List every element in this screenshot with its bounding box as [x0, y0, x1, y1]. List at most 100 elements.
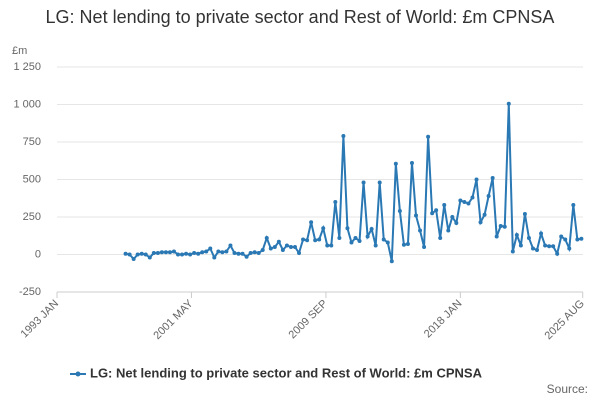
data-point	[216, 249, 221, 254]
data-point	[297, 251, 302, 255]
data-point	[325, 243, 330, 248]
data-point	[353, 236, 358, 240]
data-point	[478, 220, 483, 225]
data-point	[244, 254, 249, 259]
data-point	[543, 243, 548, 248]
data-point	[305, 238, 310, 243]
data-point	[526, 236, 531, 240]
y-tick-label: -250	[19, 286, 41, 298]
data-point	[256, 251, 261, 255]
data-point	[127, 252, 132, 257]
y-tick-label: 1 250	[13, 61, 41, 73]
x-tick-label: 2009 SEP	[287, 298, 331, 342]
data-point	[212, 255, 217, 260]
data-point	[171, 249, 176, 254]
data-point	[430, 211, 435, 216]
data-point	[317, 237, 322, 242]
data-point	[276, 239, 281, 244]
data-point	[272, 245, 277, 249]
x-tick-label: 2025 AUG	[543, 298, 587, 342]
data-point	[139, 251, 144, 256]
data-point	[482, 212, 487, 217]
data-point	[522, 212, 527, 216]
data-point	[563, 237, 568, 242]
data-point	[135, 252, 140, 257]
data-point	[555, 251, 560, 256]
data-point	[200, 250, 205, 255]
series-line	[125, 103, 582, 262]
data-point	[188, 252, 193, 257]
data-point	[494, 234, 499, 239]
data-point	[381, 237, 386, 242]
data-point	[389, 259, 394, 264]
data-point	[462, 200, 467, 204]
data-point	[450, 215, 455, 219]
data-point	[123, 251, 128, 256]
data-point	[470, 195, 475, 200]
data-point	[176, 252, 181, 257]
data-point	[486, 194, 491, 198]
x-tick-label: 2018 JAN	[422, 298, 465, 341]
data-point	[438, 236, 443, 240]
data-point	[397, 209, 402, 213]
y-tick-label: 750	[23, 136, 41, 148]
data-point	[401, 242, 406, 247]
data-point	[442, 203, 447, 207]
data-point	[248, 251, 253, 255]
data-point	[204, 249, 209, 254]
legend-marker	[75, 371, 81, 377]
data-point	[405, 242, 410, 246]
data-point	[518, 243, 523, 248]
y-tick-label: 500	[23, 173, 41, 185]
data-point	[301, 237, 306, 242]
data-point	[409, 161, 414, 165]
data-point	[333, 200, 338, 204]
data-point	[180, 252, 185, 257]
data-point	[454, 221, 459, 225]
data-point	[349, 240, 354, 245]
data-point	[228, 243, 233, 248]
y-unit: £m	[12, 45, 27, 57]
data-point	[551, 244, 556, 249]
data-point	[393, 161, 398, 166]
data-point	[321, 226, 326, 231]
data-point	[184, 251, 189, 256]
data-point	[309, 220, 314, 225]
data-point	[159, 250, 164, 255]
data-point	[131, 257, 136, 261]
data-point	[280, 248, 285, 252]
data-point	[530, 246, 535, 251]
data-point	[151, 251, 156, 255]
legend-label: LG: Net lending to private sector and Re…	[90, 365, 483, 380]
data-point	[345, 226, 350, 231]
data-point	[466, 201, 471, 206]
data-point	[571, 203, 576, 207]
data-point	[329, 243, 334, 248]
data-point	[373, 243, 378, 248]
data-point	[341, 134, 346, 138]
data-point	[579, 236, 584, 241]
y-tick-label: 1 000	[13, 98, 41, 110]
data-point	[192, 251, 197, 255]
data-point	[236, 251, 241, 256]
data-point	[292, 245, 297, 249]
data-point	[264, 236, 269, 240]
data-point	[252, 250, 257, 255]
x-tick-label: 2001 MAY	[151, 297, 196, 342]
data-point	[337, 236, 342, 240]
data-point	[446, 228, 451, 233]
data-point	[575, 237, 580, 242]
data-point	[361, 180, 366, 185]
data-point	[418, 228, 423, 233]
data-point	[155, 251, 160, 255]
data-point	[365, 234, 370, 239]
data-point	[385, 240, 390, 245]
data-point	[288, 245, 293, 249]
data-point	[268, 246, 273, 251]
data-point	[559, 234, 564, 239]
data-point	[240, 251, 245, 256]
data-point	[510, 249, 515, 254]
data-point	[163, 250, 168, 255]
data-point	[502, 224, 507, 229]
